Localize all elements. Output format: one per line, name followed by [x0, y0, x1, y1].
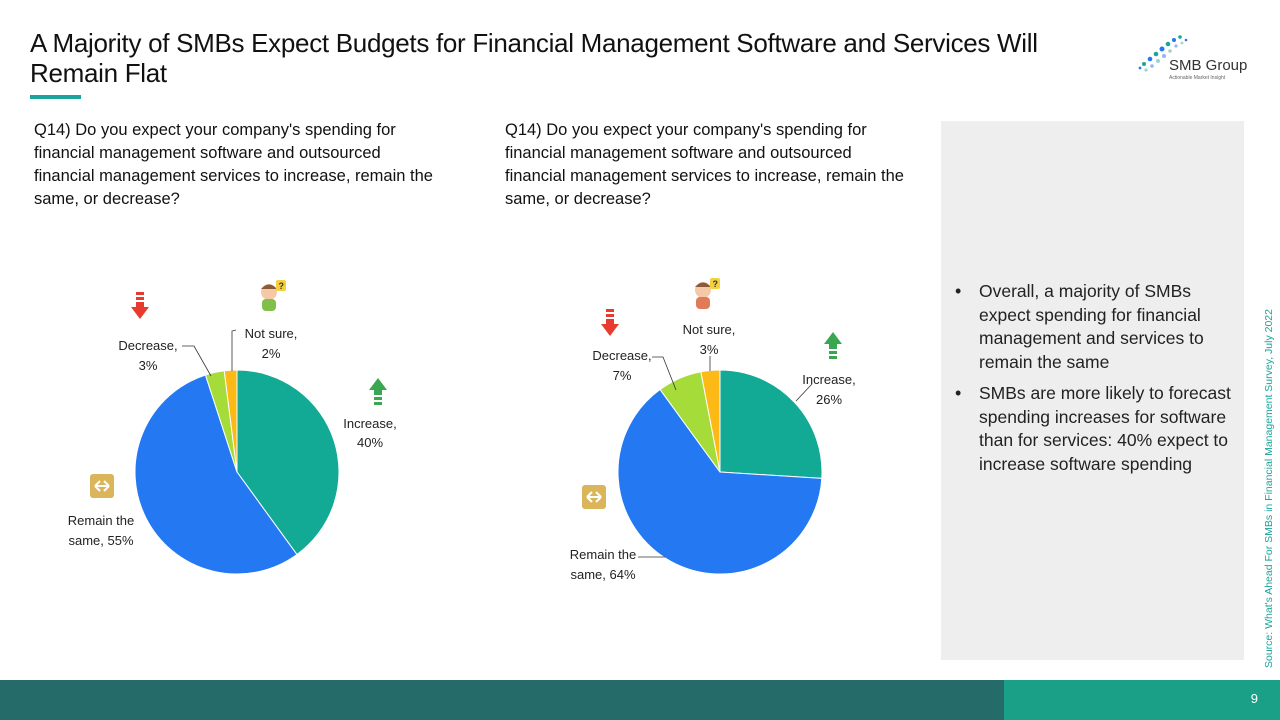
summary-bullet-1: Overall, a majority of SMBs expect spend… — [951, 280, 1241, 374]
pie-2-label-increase: Increase, — [802, 372, 855, 387]
pie-chart-1 — [134, 369, 340, 575]
chart-1-question: Q14) Do you expect your company's spendi… — [34, 121, 433, 208]
pie-1-leader-not-sure — [231, 329, 237, 371]
pie-2-value-decrease: 7% — [613, 368, 632, 383]
summary-bullets: Overall, a majority of SMBs expect spend… — [951, 280, 1241, 484]
chart-2-increase-icon — [824, 332, 842, 359]
pie-2-value-remain: same, 64% — [570, 567, 635, 582]
pie-chart-2 — [617, 369, 823, 575]
pie-2-label-not-sure: Not sure, — [683, 322, 736, 337]
pie-2-label-decrease: Decrease, — [592, 348, 651, 363]
pie-1-leader-decrease — [182, 345, 212, 377]
page-title: A Majority of SMBs Expect Budgets for Fi… — [30, 28, 1038, 88]
chart-2-question: Q14) Do you expect your company's spendi… — [505, 121, 904, 208]
pie-2-slice-remain — [617, 388, 823, 575]
chart-1-remain-icon — [90, 474, 114, 498]
smb-group-logo: SMB Group Actionable Market Insight — [1138, 35, 1247, 81]
pie-1-label-not-sure: Not sure, — [245, 326, 298, 341]
pie-1-label-decrease: Decrease, — [118, 338, 177, 353]
pie-2-leader-increase — [795, 383, 813, 402]
pie-2-slice-increase — [719, 369, 823, 479]
pie-1-slice-increase — [236, 369, 340, 556]
pie-2-label-remain: Remain the — [570, 547, 636, 562]
pie-1-value-decrease: 3% — [139, 358, 158, 373]
pie-2-leader-decrease — [652, 356, 677, 391]
footer-bar-teal — [1004, 680, 1280, 720]
footer-bar-dark — [0, 680, 1004, 720]
chart-1-not-sure-icon: ? — [261, 280, 286, 311]
pie-charts: ? ? Increase, 40% Remain the same, 55% Decre… — [68, 278, 856, 582]
pie-2-slice-not-sure — [700, 369, 721, 473]
chart-2-decrease-icon — [601, 309, 619, 336]
svg-text:?: ? — [713, 279, 719, 289]
pie-2-value-increase: 26% — [816, 392, 842, 407]
pie-1-slice-remain — [134, 374, 298, 575]
pie-1-value-not-sure: 2% — [262, 346, 281, 361]
chart-2-not-sure-icon: ? — [695, 278, 720, 309]
pie-1-label-remain: Remain the — [68, 513, 134, 528]
pie-1-label-increase: Increase, — [343, 416, 396, 431]
pie-1-slice-not-sure — [223, 369, 238, 473]
chart-1-increase-icon — [369, 378, 387, 405]
summary-bullet-2: SMBs are more likely to forecast spendin… — [951, 382, 1241, 476]
pie-1-value-increase: 40% — [357, 435, 383, 450]
page-number: 9 — [1250, 691, 1258, 706]
logo-tagline: Actionable Market Insight — [1169, 75, 1226, 81]
pie-1-value-remain: same, 55% — [68, 533, 133, 548]
source-note: Source: What's Ahead For SMBs in Financi… — [1263, 309, 1275, 668]
logo-name: SMB Group — [1169, 57, 1247, 74]
pie-2-value-not-sure: 3% — [700, 342, 719, 357]
svg-text:?: ? — [279, 281, 285, 291]
logo-dots-icon — [1138, 35, 1188, 72]
chart-2-remain-icon — [582, 485, 606, 509]
title-underline — [30, 95, 81, 99]
chart-1-decrease-icon — [131, 292, 149, 319]
